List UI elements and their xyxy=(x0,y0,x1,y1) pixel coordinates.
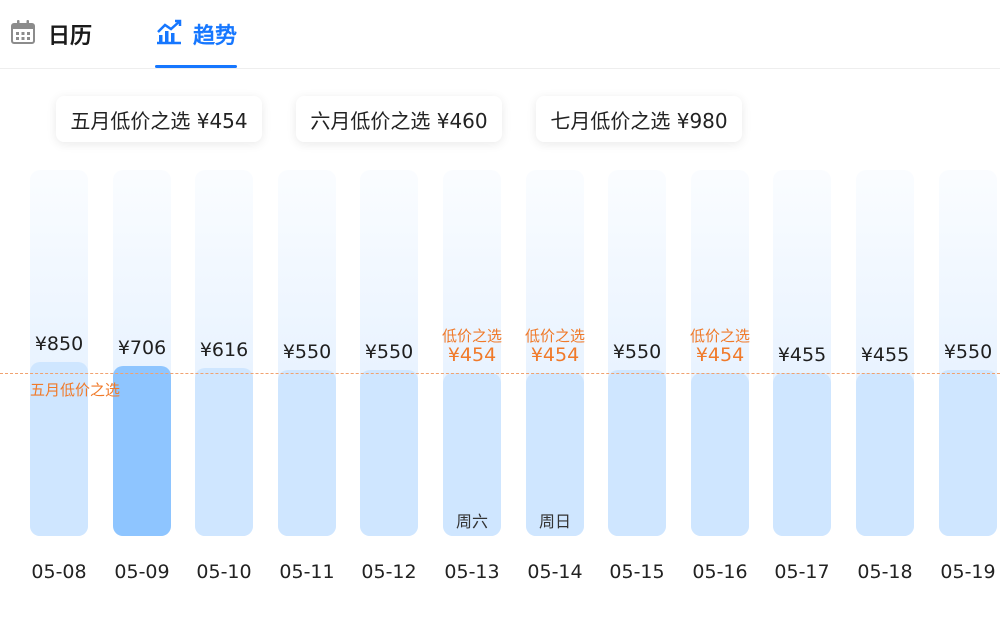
low-price-label: 低价之选 xyxy=(441,327,502,345)
active-tab-indicator xyxy=(155,65,238,68)
price-bar[interactable] xyxy=(691,373,749,536)
low-price-label: 低价之选 xyxy=(689,327,750,345)
date-label[interactable]: 05-09 xyxy=(114,561,170,583)
tab-bar: 日历 趋势 xyxy=(0,0,1000,69)
price-bar[interactable] xyxy=(113,366,171,536)
tab-calendar-label: 日历 xyxy=(48,24,93,49)
month-low-card-label: 五月低价之选 ¥454 xyxy=(70,108,248,133)
low-price-label: 低价之选 xyxy=(524,327,585,345)
tab-trend-label: 趋势 xyxy=(193,24,238,49)
price-label: ¥455 xyxy=(777,344,827,366)
trend-chart-icon xyxy=(155,18,183,50)
date-label[interactable]: 05-11 xyxy=(279,561,335,583)
weekday-label: 周日 xyxy=(538,512,571,531)
price-label: ¥550 xyxy=(282,341,332,363)
month-low-card-june[interactable]: 六月低价之选 ¥460 xyxy=(296,96,502,142)
date-label[interactable]: 05-08 xyxy=(31,561,87,583)
price-label: ¥455 xyxy=(860,344,910,366)
date-label[interactable]: 05-10 xyxy=(196,561,252,583)
date-label[interactable]: 05-17 xyxy=(774,561,830,583)
month-low-card-label: 七月低价之选 ¥980 xyxy=(550,108,728,133)
date-label[interactable]: 05-16 xyxy=(692,561,748,583)
price-bar[interactable] xyxy=(443,373,501,536)
price-bar[interactable] xyxy=(360,370,418,536)
price-bar[interactable] xyxy=(526,373,584,536)
tab-trend[interactable]: 趋势 xyxy=(155,0,238,68)
calendar-icon xyxy=(10,19,36,49)
price-label: ¥454 xyxy=(447,344,497,366)
price-label: ¥550 xyxy=(364,341,414,363)
month-low-card-may[interactable]: 五月低价之选 ¥454 xyxy=(56,96,262,142)
date-label[interactable]: 05-12 xyxy=(361,561,417,583)
price-bar[interactable] xyxy=(939,370,997,536)
price-label: ¥454 xyxy=(530,344,580,366)
price-label: ¥850 xyxy=(34,333,84,355)
tab-calendar[interactable]: 日历 xyxy=(10,0,92,68)
price-bar[interactable] xyxy=(195,368,253,536)
reference-line-label: 五月低价之选 xyxy=(30,381,121,399)
price-label: ¥550 xyxy=(943,341,993,363)
price-bar[interactable] xyxy=(856,373,914,536)
price-bar[interactable] xyxy=(30,362,88,536)
date-label[interactable]: 05-14 xyxy=(527,561,583,583)
price-bar[interactable] xyxy=(608,370,666,536)
month-low-reference-line xyxy=(0,373,1000,374)
weekday-label: 周六 xyxy=(455,512,488,531)
date-label[interactable]: 05-15 xyxy=(609,561,665,583)
price-label: ¥550 xyxy=(612,341,662,363)
date-label[interactable]: 05-19 xyxy=(940,561,996,583)
price-label: ¥454 xyxy=(695,344,745,366)
month-low-card-july[interactable]: 七月低价之选 ¥980 xyxy=(536,96,742,142)
price-label: ¥616 xyxy=(199,339,249,361)
price-bar[interactable] xyxy=(278,370,336,536)
price-bar[interactable] xyxy=(773,373,831,536)
date-label[interactable]: 05-18 xyxy=(857,561,913,583)
date-label[interactable]: 05-13 xyxy=(444,561,500,583)
price-label: ¥706 xyxy=(117,337,167,359)
month-low-card-label: 六月低价之选 ¥460 xyxy=(310,108,488,133)
